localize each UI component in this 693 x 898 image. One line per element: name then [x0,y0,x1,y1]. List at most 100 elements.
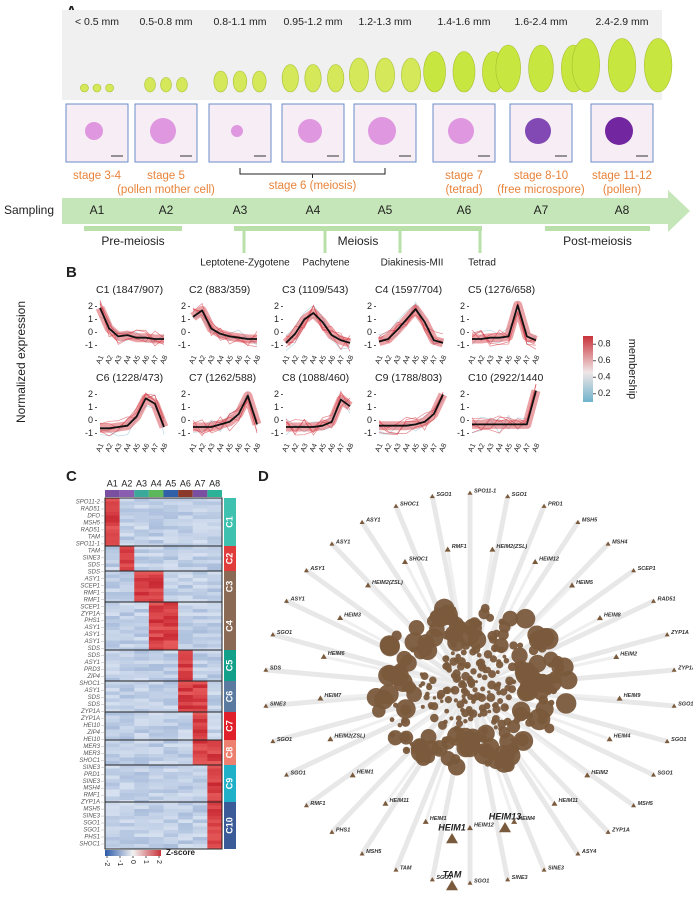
heatmap-cell [163,619,179,624]
heatmap-cell [207,715,223,720]
heatmap-cell [148,553,164,557]
x-tick-label: A2 [105,355,115,366]
heatmap-cell [178,812,194,817]
gene-label: ASY1 [84,576,100,582]
heatmap-cell [105,779,120,783]
heatmap-cell [178,800,194,803]
heatmap-cell [207,782,223,787]
heatmap-cell [207,772,223,776]
heatmap-cell [134,605,150,610]
y-tick-label: 2 [274,301,279,311]
heatmap-cell [207,637,223,641]
heatmap-cell [178,609,194,613]
heatmap-cell [192,612,208,617]
heatmap-cell [148,823,164,827]
heatmap-cell [134,705,150,710]
sample-header: A2 [121,478,132,488]
heatmap-cell [178,505,194,509]
colorbar-tick-label: 0.4 [598,372,611,382]
heatmap-cell [178,729,194,734]
cluster-tag [224,602,236,650]
gene-label: SGO1 [436,875,451,881]
gene-label: DFO [87,514,100,520]
node [466,709,474,717]
heatmap-cell [119,578,135,582]
x-tick-label: A8 [160,443,170,454]
gene-label: RMF1 [452,544,467,550]
heatmap-cell [207,640,223,645]
heatmap-cell [207,726,223,730]
gene-node [596,615,603,621]
heatmap-cell [148,498,164,502]
x-tick-label: A5 [504,443,514,454]
heatmap-cell [105,681,120,685]
heatmap-cell [192,782,208,787]
heatmap-cell [148,664,164,668]
y-tick-label: 0 [88,327,93,337]
heatmap-cell [178,664,194,668]
heatmap-cell [119,581,135,586]
heatmap-cell [134,740,150,744]
heatmap-cell [105,726,120,730]
heatmap-cell [178,543,194,547]
heatmap-cell [148,640,164,645]
y-tick-label: 1 [88,314,93,324]
x-tick-label: A2 [198,443,208,454]
anther [349,57,369,93]
gene-node [283,598,289,603]
x-tick-label: A2 [477,443,487,454]
heatmap-cell [134,830,150,834]
edge [467,686,581,856]
heatmap-cell [163,549,179,554]
heatmap-cell [105,671,120,675]
heatmap-cell [105,786,120,790]
x-tick-label: A1 [96,355,106,366]
heatmap-cell [207,722,223,727]
gene-node [320,653,327,659]
heatmap-cell [163,819,179,824]
heatmap-cell [148,609,164,613]
heatmap-cell [119,556,135,561]
gene-label: HEIM7 [324,693,342,699]
gene-label: SCEP1 [80,604,100,610]
heatmap-cell [178,802,194,806]
gene-label: PRD1 [548,502,563,508]
heatmap-cell [148,830,164,834]
sample-color [178,490,193,497]
x-tick-label: A5 [225,355,235,366]
gene-label: SCEP1 [80,583,100,589]
heatmap-cell [207,736,223,741]
heatmap-cell [119,705,135,710]
heatmap-cell [148,809,164,813]
size-label: 0.8-1.1 mm [213,16,266,28]
substage-label: Leptotene-Zygotene [200,258,290,269]
heatmap-cell [207,819,223,824]
heatmap-cell [192,722,208,727]
heatmap-cell [148,605,164,610]
heatmap-cell [163,754,179,758]
cluster-label: C8 [224,747,234,759]
member-profile [471,384,537,432]
heatmap-cell [148,837,164,841]
substage-tick [323,231,327,253]
node [487,751,506,770]
heatmap-cell [163,585,179,589]
heatmap-cell [148,698,164,703]
heatmap-cell [119,546,135,550]
heatmap-cell [163,809,179,813]
anther [176,77,188,93]
heatmap-cell [207,529,223,534]
heatmap-cell [178,519,194,523]
heatmap-cell [105,802,120,806]
anther [232,70,248,93]
x-tick-label: A3 [207,443,217,454]
heatmap-cell [148,844,164,848]
gene-label: ZYP1A [611,828,630,834]
heatmap-cell [148,630,164,634]
node [503,657,510,664]
heatmap-cell [178,678,194,682]
gene-label: ZYP1A [80,611,100,617]
heatmap-cell [192,800,208,803]
gene-node [365,582,372,588]
heatmap-cell [105,512,120,516]
